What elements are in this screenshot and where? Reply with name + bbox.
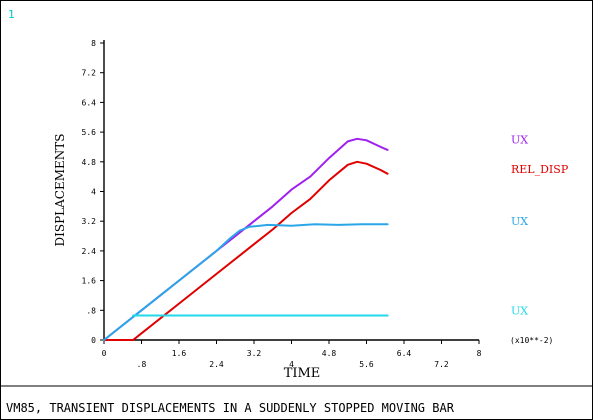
x-tick-label: 6.4 (397, 349, 412, 358)
y-tick-label: 4 (91, 188, 96, 197)
x-tick-label: 4.8 (322, 349, 337, 358)
y-tick-label: 1.6 (82, 277, 97, 286)
x-tick-label: 4 (289, 360, 294, 369)
series-line-ux-3 (103, 223, 389, 341)
legend-label-1: UX (511, 134, 528, 147)
x-tick-label: 5.6 (359, 360, 374, 369)
series-line-rel-disp-2 (103, 160, 389, 341)
x-tick-label: .8 (137, 360, 147, 369)
y-tick-label: 3.2 (82, 217, 97, 226)
x-tick-label: 0 (102, 349, 107, 358)
x-tick-label: 3.2 (247, 349, 262, 358)
x-tick-label: 8 (477, 349, 482, 358)
x-tick-label: 1.6 (172, 349, 187, 358)
x-multiplier-label: (x10**-2) (510, 336, 553, 345)
y-axis-ticks: 0 .8 1.6 2.4 3.2 4 4.8 5.6 6.4 7.2 8 (82, 39, 104, 345)
series-legend: UX REL_DISP UX UX (511, 134, 569, 318)
legend-label-2: REL_DISP (511, 163, 569, 176)
x-tick-label: 2.4 (209, 360, 224, 369)
y-tick-label: 6.4 (82, 98, 97, 107)
legend-label-3: UX (511, 215, 528, 228)
y-tick-label: .8 (86, 306, 96, 315)
window-number: 1 (8, 8, 15, 21)
y-axis-label: DISPLACEMENTS (53, 133, 67, 246)
x-tick-label: 7.2 (434, 360, 449, 369)
y-tick-label: 8 (91, 39, 96, 48)
plot-caption: VM85, TRANSIENT DISPLACEMENTS IN A SUDDE… (6, 401, 455, 415)
y-tick-label: 0 (91, 336, 96, 345)
x-axis-label: TIME (284, 366, 321, 381)
series-lines (103, 137, 389, 341)
y-tick-label: 7.2 (82, 69, 97, 78)
y-tick-label: 2.4 (82, 247, 97, 256)
series-line-ux-1 (103, 137, 389, 341)
y-tick-label: 5.6 (82, 128, 97, 137)
y-tick-label: 4.8 (82, 158, 97, 167)
x-axis-ticks: 0 .8 1.6 2.4 3.2 4 4.8 5.6 6.4 7.2 8 (102, 340, 482, 369)
legend-label-4: UX (511, 304, 528, 317)
